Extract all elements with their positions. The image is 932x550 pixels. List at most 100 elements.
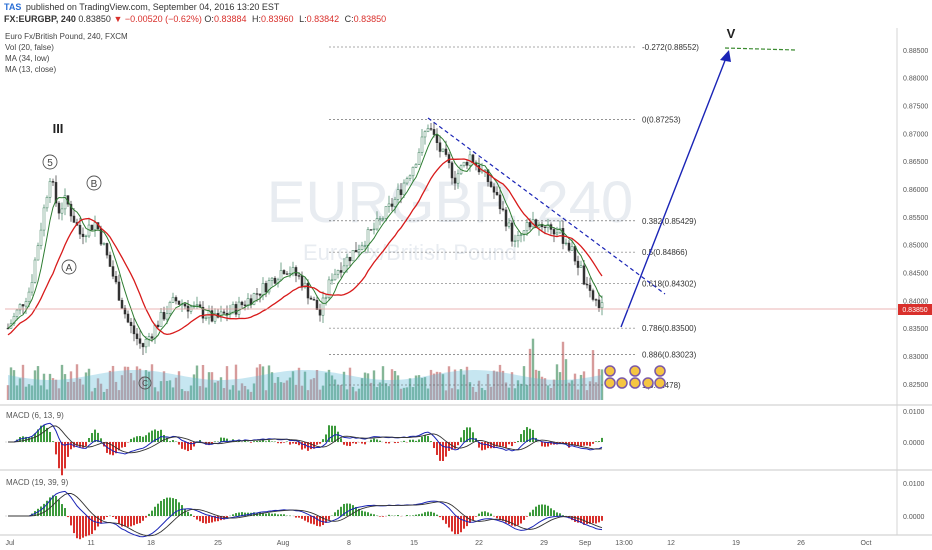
wave-marker-b-label: B [91,179,98,190]
chart-header: TAS published on TradingView.com, Septem… [0,0,932,28]
candle-body [360,245,364,250]
ma-34-line[interactable] [7,158,603,336]
time-tick-label: 29 [540,540,548,547]
volume-bar [354,391,358,400]
wave-marker-b[interactable]: B [86,175,102,191]
macd-histogram-bar [589,516,591,524]
macd-histogram-bar [64,508,66,516]
ma-13-line[interactable] [7,133,603,342]
macd-histogram-bar [214,441,216,442]
candle-body [255,293,259,295]
macd-histogram-bar [325,434,327,442]
wave-marker-c[interactable]: C [138,376,152,390]
macd1-label[interactable]: MACD (6, 13, 9) [6,411,64,420]
macd-histogram-bar [52,441,54,442]
candle-body [444,148,448,155]
candle-body [168,302,172,314]
downtrend-line[interactable] [427,117,666,295]
event-icon[interactable] [642,377,654,389]
macd-pane-1[interactable] [5,422,603,476]
time-axis[interactable]: Jul 11 18 25 Aug 8 15 22 29 Sep 13:00 12 19 26 Oct [6,540,872,547]
macd-histogram-bar [298,442,300,446]
macd-histogram-bar [256,440,258,442]
candle-body [297,275,301,277]
volume-bar [105,388,109,400]
macd-histogram-bar [121,442,123,448]
macd-signal-line[interactable] [8,425,603,454]
legend-ma-13[interactable]: MA (13, close) [5,65,57,74]
macd-histogram-bar [472,516,474,521]
volume-bar [444,390,448,400]
volume-bar [219,377,223,400]
macd-histogram-bar [43,503,45,516]
price-axis[interactable]: 0.88500 0.88000 0.87500 0.87000 0.86500 0.860… [903,48,928,389]
candle-body [234,304,238,315]
macd2-label[interactable]: MACD (19, 39, 9) [6,478,69,487]
candle-body [339,270,343,273]
macd-signal-line[interactable] [8,493,603,537]
legend-title[interactable]: Euro Fx/British Pound, 240, FXCM [5,32,128,41]
macd-histogram-bar [487,512,489,516]
volume-bar [261,366,265,400]
macd-histogram-bar [94,516,96,531]
volume-bar [540,376,544,400]
symbol-line: FX:EURGBP, 240 0.83850 ▼ −0.00520 (−0.62… [4,14,389,24]
macd-histogram-bar [208,516,210,523]
macd-histogram-bar [169,497,171,516]
macd-histogram-bar [520,434,522,442]
author-brand[interactable]: TAS [4,2,22,12]
volume-bar [42,373,46,400]
event-icon[interactable] [654,365,666,377]
macd-line[interactable] [8,422,603,455]
macd-histogram-bar [91,516,93,534]
candle-body [231,304,235,313]
macd-histogram-bar [211,516,213,523]
candle-body [516,234,520,242]
volume-bar [363,372,367,400]
macd-histogram-bar [274,513,276,516]
wave-label-iii[interactable]: III [53,121,64,136]
volume-bar [552,379,556,400]
macd-histogram-bar [226,516,228,518]
time-tick-label: 12 [667,540,675,547]
macd-histogram-bar [226,438,228,442]
event-icon[interactable] [654,377,666,389]
event-icon[interactable] [629,365,641,377]
watermark-name: Euro Fx/British Pound [303,240,517,265]
volume-bar [411,387,415,400]
macd-histogram-bar [181,442,183,449]
symbol-label[interactable]: FX:EURGBP, 240 [4,14,76,24]
macd-histogram-bar [88,516,90,536]
macd-histogram-bar [175,499,177,516]
legend-ma-34[interactable]: MA (34, low) [5,54,50,63]
event-icon[interactable] [616,377,628,389]
economic-events-icons[interactable] [604,365,666,389]
candle-body [507,222,511,227]
macd-histogram-bar [421,436,423,442]
macd-histogram-bar [361,510,363,516]
macd-histogram-bar [178,442,180,445]
macd-histogram-bar [505,442,507,448]
wave-label-v[interactable]: V [727,26,736,41]
volume-bar [225,366,229,400]
event-icon[interactable] [604,365,616,377]
event-icon[interactable] [604,377,616,389]
macd-histogram-bar [529,428,531,442]
legend-volume[interactable]: Vol (20, false) [5,43,54,52]
wave-marker-5[interactable]: 5 [42,154,58,170]
candle-body [105,243,109,256]
macd-histogram-bar [46,427,48,442]
macd-histogram-bar [58,499,60,516]
event-icon[interactable] [629,377,641,389]
volume-bar [330,375,334,400]
wave-marker-a[interactable]: A [61,259,77,275]
candle-body [45,197,49,209]
volume-bar [573,373,577,400]
macd-line[interactable] [8,490,603,538]
macd-pane-2[interactable] [5,490,603,540]
macd-histogram-bar [367,512,369,516]
projection-arrow[interactable] [620,57,727,328]
target-line[interactable] [724,47,797,51]
macd-histogram-bar [142,436,144,442]
